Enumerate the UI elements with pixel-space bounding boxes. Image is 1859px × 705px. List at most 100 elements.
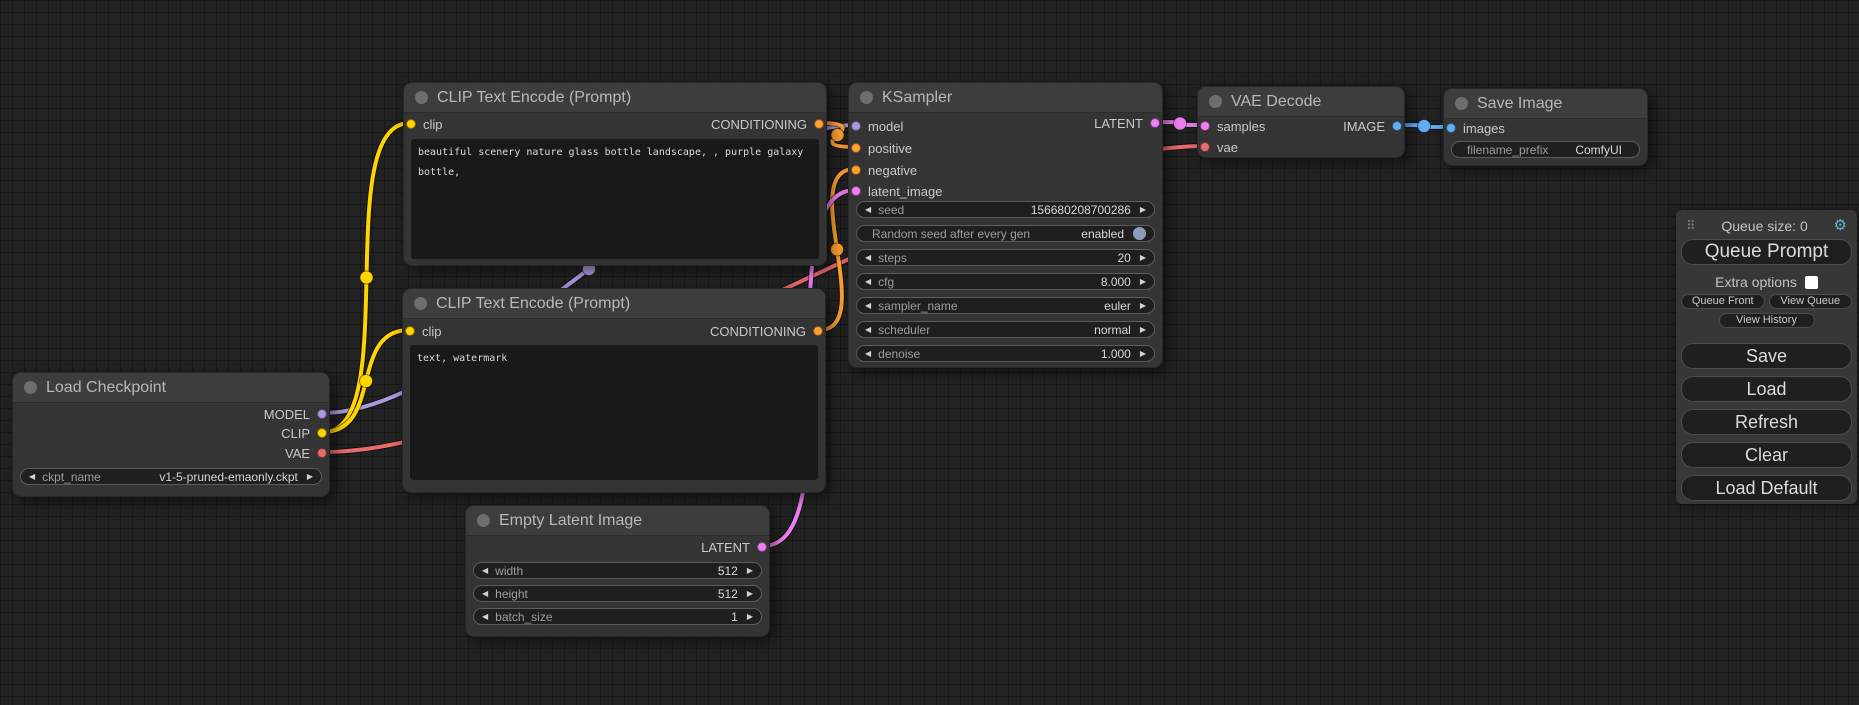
widget-steps[interactable]: ◀ steps 20 ▶ bbox=[856, 249, 1155, 266]
slot-dot-latent[interactable] bbox=[1150, 118, 1160, 128]
decrement-arrow-icon[interactable]: ◀ bbox=[482, 611, 489, 621]
widget-cfg[interactable]: ◀ cfg 8.000 ▶ bbox=[856, 273, 1155, 290]
slot-dot-latent_image[interactable] bbox=[851, 186, 861, 196]
slot-dot-vae[interactable] bbox=[1200, 142, 1210, 152]
decrement-arrow-icon[interactable]: ◀ bbox=[865, 276, 872, 286]
node-empty-latent-image[interactable]: Empty Latent Image LATENT ◀ width 512 ▶ ◀ heigh… bbox=[465, 505, 770, 637]
widget-sampler-name[interactable]: ◀ sampler_name euler ▶ bbox=[856, 297, 1155, 314]
prompt-textarea[interactable]: beautiful scenery nature glass bottle la… bbox=[411, 139, 819, 259]
decrement-arrow-icon[interactable]: ◀ bbox=[865, 204, 872, 214]
node-title-bar[interactable]: Load Checkpoint bbox=[13, 373, 329, 403]
clear-button[interactable]: Clear bbox=[1681, 442, 1852, 468]
widget-seed[interactable]: ◀ seed 156680208700286 ▶ bbox=[856, 201, 1155, 218]
collapse-dot-icon[interactable] bbox=[1455, 97, 1468, 110]
input-slot-model: model bbox=[851, 118, 903, 134]
node-clip-text-encode-2[interactable]: CLIP Text Encode (Prompt) clip CONDITIONIN… bbox=[402, 288, 826, 493]
slot-dot-positive[interactable] bbox=[851, 143, 861, 153]
increment-arrow-icon[interactable]: ▶ bbox=[1139, 300, 1146, 310]
slot-dot-model[interactable] bbox=[317, 409, 327, 419]
node-title-bar[interactable]: Save Image bbox=[1444, 89, 1647, 119]
toggle-indicator-icon[interactable] bbox=[1133, 227, 1146, 240]
decrement-arrow-icon[interactable]: ◀ bbox=[482, 565, 489, 575]
refresh-button[interactable]: Refresh bbox=[1681, 409, 1852, 435]
slot-label: model bbox=[868, 118, 904, 134]
queue-front-button[interactable]: Queue Front bbox=[1681, 294, 1765, 309]
slot-dot-latent[interactable] bbox=[757, 542, 767, 552]
collapse-dot-icon[interactable] bbox=[414, 297, 427, 310]
slot-label: clip bbox=[423, 116, 443, 132]
input-slot-samples: samples bbox=[1200, 118, 1265, 134]
prompt-textarea[interactable]: text, watermark bbox=[410, 345, 818, 480]
slot-dot-negative[interactable] bbox=[851, 165, 861, 175]
node-title-bar[interactable]: CLIP Text Encode (Prompt) bbox=[404, 83, 826, 113]
node-load-checkpoint[interactable]: Load Checkpoint MODEL CLIP VAE ◀ ckpt_name v1-… bbox=[12, 372, 330, 497]
queue-front-view-row: Queue Front View Queue bbox=[1681, 294, 1852, 309]
increment-arrow-icon[interactable]: ▶ bbox=[1139, 324, 1146, 334]
load-default-button[interactable]: Load Default bbox=[1681, 475, 1852, 501]
increment-arrow-icon[interactable]: ▶ bbox=[746, 565, 753, 575]
widget-label: sampler_name bbox=[878, 298, 958, 313]
slot-dot-conditioning[interactable] bbox=[814, 119, 824, 129]
output-slot-model: MODEL bbox=[264, 406, 327, 422]
slot-dot-model[interactable] bbox=[851, 121, 861, 131]
decrement-arrow-icon[interactable]: ◀ bbox=[482, 588, 489, 598]
slot-dot-clip[interactable] bbox=[405, 326, 415, 336]
widget-width[interactable]: ◀ width 512 ▶ bbox=[473, 562, 762, 579]
collapse-dot-icon[interactable] bbox=[860, 91, 873, 104]
slot-dot-images[interactable] bbox=[1446, 123, 1456, 133]
decrement-arrow-icon[interactable]: ◀ bbox=[865, 348, 872, 358]
drag-handle-icon[interactable]: ⠿ bbox=[1686, 218, 1696, 233]
settings-gear-icon[interactable]: ⚙ bbox=[1833, 217, 1847, 234]
slot-dot-conditioning[interactable] bbox=[813, 326, 823, 336]
view-queue-button[interactable]: View Queue bbox=[1768, 294, 1852, 309]
node-title-bar[interactable]: CLIP Text Encode (Prompt) bbox=[403, 289, 825, 319]
increment-arrow-icon[interactable]: ▶ bbox=[1139, 204, 1146, 214]
widget-filename-prefix[interactable]: filename_prefix ComfyUI bbox=[1451, 141, 1640, 158]
decrement-arrow-icon[interactable]: ◀ bbox=[865, 300, 872, 310]
queue-panel: ⠿ Queue size: 0 ⚙ Queue Prompt Extra opt… bbox=[1676, 210, 1857, 504]
increment-arrow-icon[interactable]: ▶ bbox=[746, 588, 753, 598]
node-title-bar[interactable]: VAE Decode bbox=[1198, 87, 1404, 117]
collapse-dot-icon[interactable] bbox=[1209, 95, 1222, 108]
slot-dot-clip[interactable] bbox=[406, 119, 416, 129]
increment-arrow-icon[interactable]: ▶ bbox=[746, 611, 753, 621]
widget-batch-size[interactable]: ◀ batch_size 1 ▶ bbox=[473, 608, 762, 625]
decrement-arrow-icon[interactable]: ◀ bbox=[865, 324, 872, 334]
node-title: CLIP Text Encode (Prompt) bbox=[437, 88, 632, 106]
increment-arrow-icon[interactable]: ▶ bbox=[1139, 348, 1146, 358]
increment-arrow-icon[interactable]: ▶ bbox=[1139, 252, 1146, 262]
widget-denoise[interactable]: ◀ denoise 1.000 ▶ bbox=[856, 345, 1155, 362]
decrement-arrow-icon[interactable]: ◀ bbox=[29, 471, 36, 481]
slot-label: clip bbox=[422, 323, 442, 339]
node-title-bar[interactable]: KSampler bbox=[849, 83, 1162, 113]
node-vae-decode[interactable]: VAE Decode samples vae IMAGE bbox=[1197, 86, 1405, 158]
slot-label: VAE bbox=[284, 445, 310, 461]
collapse-dot-icon[interactable] bbox=[477, 514, 490, 527]
slot-dot-clip[interactable] bbox=[317, 428, 327, 438]
node-title-bar[interactable]: Empty Latent Image bbox=[466, 506, 769, 536]
widget-ckpt-name[interactable]: ◀ ckpt_name v1-5-pruned-emaonly.ckpt ▶ bbox=[20, 468, 322, 485]
load-button[interactable]: Load bbox=[1681, 376, 1852, 402]
collapse-dot-icon[interactable] bbox=[415, 91, 428, 104]
widget-value: 20 bbox=[1117, 250, 1131, 265]
slot-label: latent_image bbox=[868, 183, 943, 199]
output-slot-latent: LATENT bbox=[701, 539, 767, 555]
queue-panel-header: ⠿ Queue size: 0 ⚙ bbox=[1681, 216, 1852, 236]
queue-prompt-button[interactable]: Queue Prompt bbox=[1681, 239, 1852, 265]
increment-arrow-icon[interactable]: ▶ bbox=[306, 471, 313, 481]
decrement-arrow-icon[interactable]: ◀ bbox=[865, 252, 872, 262]
slot-dot-vae[interactable] bbox=[317, 448, 327, 458]
slot-dot-image[interactable] bbox=[1392, 121, 1402, 131]
view-history-button[interactable]: View History bbox=[1718, 313, 1815, 328]
widget-height[interactable]: ◀ height 512 ▶ bbox=[473, 585, 762, 602]
extra-options-checkbox[interactable] bbox=[1804, 275, 1818, 289]
collapse-dot-icon[interactable] bbox=[24, 381, 37, 394]
node-ksampler[interactable]: KSampler model positive negative latent_imag… bbox=[848, 82, 1163, 368]
save-button[interactable]: Save bbox=[1681, 343, 1852, 369]
node-save-image[interactable]: Save Image images filename_prefix ComfyUI bbox=[1443, 88, 1648, 166]
widget-random-seed-after-every-gen[interactable]: Random seed after every gen enabled bbox=[856, 225, 1155, 242]
node-clip-text-encode-1[interactable]: CLIP Text Encode (Prompt) clip CONDITIONIN… bbox=[403, 82, 827, 266]
increment-arrow-icon[interactable]: ▶ bbox=[1139, 276, 1146, 286]
widget-scheduler[interactable]: ◀ scheduler normal ▶ bbox=[856, 321, 1155, 338]
slot-dot-samples[interactable] bbox=[1200, 121, 1210, 131]
